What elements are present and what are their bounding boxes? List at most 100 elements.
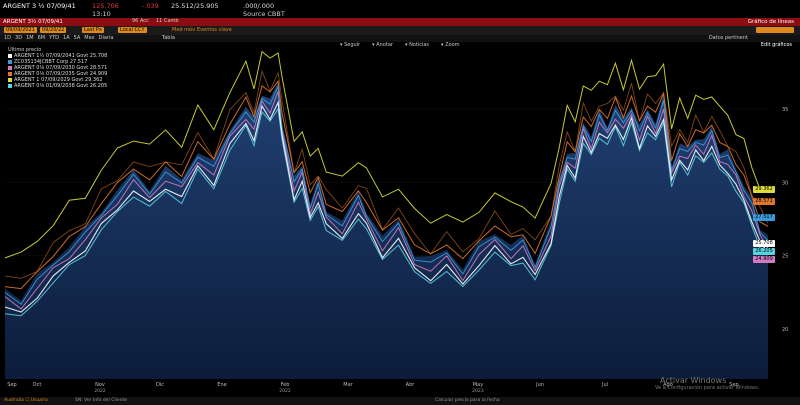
bid-ask-value: 25.512/25.905 xyxy=(171,2,219,10)
price-value: 125.706 xyxy=(92,2,119,10)
x-tick-label: Mar xyxy=(343,382,353,388)
table-button[interactable]: Tabla xyxy=(162,35,175,41)
y-tick-label: 25 xyxy=(782,254,788,260)
date-from-field[interactable]: 09/09/2021 xyxy=(4,27,37,33)
price-tag: 26.205 xyxy=(753,248,775,255)
last-price-select[interactable]: Last Px xyxy=(82,27,104,33)
function-toolbar: 09/09/2021 09/20/22 Last Px Local CCY Me… xyxy=(0,18,800,35)
series-line xyxy=(4,50,769,259)
acc-button[interactable]: 96 Acc xyxy=(132,18,149,24)
time-value: 13:10 xyxy=(92,10,111,18)
x-year-label: 2022 xyxy=(279,388,291,394)
right-orange-field[interactable] xyxy=(756,27,794,33)
camb-button[interactable]: 11 Camb xyxy=(156,18,179,24)
series-line xyxy=(4,69,769,279)
legend-label: ARGENT 1½ 07/09/2041 Govt 25.708 xyxy=(14,53,108,59)
chart-tool-buttons: ▾ Seguir ▾ Anotar ▾ Noticias ▾ Zoom xyxy=(340,42,460,49)
legend-swatch xyxy=(8,66,12,70)
header-left-label: ARGENT 3½ 07/09/41 xyxy=(3,19,63,25)
x-tick-label: Sep xyxy=(7,382,16,388)
legend-label: ARGENT 0⅛ 01/09/2038 Govt 26.205 xyxy=(14,83,108,89)
x-tick-label: Jun xyxy=(535,382,544,388)
status-left[interactable]: Australia ☐ Usuario xyxy=(4,398,48,403)
period-button-3[interactable]: 6M xyxy=(37,35,46,41)
x-tick-label: Dic xyxy=(156,382,164,388)
series-line xyxy=(4,107,769,317)
status-right[interactable]: Calcular precio para la fecha xyxy=(435,398,500,403)
legend-item[interactable]: ARGENT 1 07/09/2029 Govt 29.362 xyxy=(8,77,128,83)
windows-watermark-title: Activar Windows xyxy=(660,376,727,385)
windows-watermark-text: Ve a Configuración para activar Windows. xyxy=(655,385,760,391)
chart-tool-zoom[interactable]: ▾ Zoom xyxy=(441,42,460,48)
price-tag: 29.362 xyxy=(753,186,775,193)
legend-title: Último precio xyxy=(8,47,42,53)
chart-legend: Último precio ARGENT 1½ 07/09/2041 Govt … xyxy=(8,47,128,89)
price-chart[interactable]: Sep Oct Nov Dic Ene Feb Mar Abr May Jun Jul Ago Sep 2… xyxy=(0,49,800,397)
y-tick-label: 20 xyxy=(782,327,788,333)
series-line xyxy=(4,79,769,290)
security-header: ARGENT 3½ 07/09/41 Gráfico de líneas xyxy=(0,18,800,26)
price-tag: 28.571 xyxy=(753,198,775,205)
top-quote-bar: ARGENT 3 ½ 07/09/41 125.706 -.039 13:10 … xyxy=(0,0,800,18)
legend-item[interactable]: ZC035134JCBBT Corp 27.517 xyxy=(8,59,128,65)
chart-tools-bar: ▾ Seguir ▾ Anotar ▾ Noticias ▾ Zoom Edit gr… xyxy=(0,42,800,49)
legend-swatch xyxy=(8,72,12,76)
zero-value: .000/.000 xyxy=(243,2,275,10)
price-tag: 25.708 xyxy=(753,240,775,247)
period-button-5[interactable]: 1A xyxy=(63,35,70,41)
x-tick-label: Sep xyxy=(729,382,738,388)
price-tag: 27.517 xyxy=(753,214,775,221)
status-mid: SN: Ver Info del Cliente xyxy=(75,398,127,403)
period-button-0[interactable]: 1D xyxy=(4,35,12,41)
header-right-label: Gráfico de líneas xyxy=(747,19,794,25)
series-line xyxy=(4,84,769,305)
x-tick-label: Nov xyxy=(95,382,105,388)
legend-item[interactable]: ARGENT 1½ 07/09/2041 Govt 25.708 xyxy=(8,53,128,59)
x-tick-label: Ago xyxy=(663,382,673,388)
period-button-1[interactable]: 3D xyxy=(15,35,23,41)
legend-label: ZC035134JCBBT Corp 27.517 xyxy=(14,59,88,65)
x-tick-label: May xyxy=(473,382,483,388)
legend-label: ARGENT 0⅛ 07/09/2035 Govt 24.909 xyxy=(14,71,108,77)
price-tag: 24.909 xyxy=(753,256,775,263)
legend-item[interactable]: ARGENT 0⅛ 01/09/2038 Govt 26.205 xyxy=(8,83,128,89)
area-fill xyxy=(5,82,768,380)
x-year-label: 2022 xyxy=(94,388,106,394)
y-tick-label: 30 xyxy=(782,180,788,186)
chart-tool-noticias[interactable]: ▾ Noticias xyxy=(404,42,430,48)
x-tick-label: Ene xyxy=(217,382,226,388)
x-tick-label: Feb xyxy=(281,382,290,388)
y-tick-label: 35 xyxy=(782,107,788,113)
key-events-toggle[interactable]: Eventos clave xyxy=(197,27,232,33)
series-line xyxy=(4,91,769,310)
ticker-label[interactable]: ARGENT 3 ½ 07/09/41 xyxy=(3,2,76,10)
period-options: 1D 3D 1M 6M YTD 1A 5A Max Diaria Tabla Datos per… xyxy=(0,35,800,42)
period-button-6[interactable]: 5A xyxy=(73,35,81,41)
legend-label: ARGENT 0⅛ 07/09/2030 Govt 28.571 xyxy=(14,65,108,71)
period-button-2[interactable]: 1M xyxy=(26,35,34,41)
status-bar: Australia ☐ Usuario SN: Ver Info del Cli… xyxy=(0,397,800,405)
date-to-field[interactable]: 09/20/22 xyxy=(40,27,67,33)
change-value: -.039 xyxy=(142,2,159,10)
x-tick-label: Jul xyxy=(601,382,608,388)
local-ccy-select[interactable]: Local CCY xyxy=(118,27,147,33)
period-button-8[interactable]: Diaria xyxy=(98,35,114,41)
moving-average-toggle[interactable]: Med móv xyxy=(172,27,196,33)
x-tick-label: Oct xyxy=(33,382,42,388)
legend-item[interactable]: ARGENT 0⅛ 07/09/2030 Govt 28.571 xyxy=(8,65,128,71)
period-button-7[interactable]: Max xyxy=(84,35,95,41)
x-tick-label: Abr xyxy=(406,382,416,388)
chart-tool-anotar[interactable]: ▾ Anotar xyxy=(372,42,393,48)
legend-swatch xyxy=(8,54,12,58)
period-buttons: 1D 3D 1M 6M YTD 1A 5A Max Diaria xyxy=(4,35,113,42)
data-pertinent-button[interactable]: Datos pertinent xyxy=(708,35,748,41)
source-label: Source CBBT xyxy=(243,10,285,18)
legend-label: ARGENT 1 07/09/2029 Govt 29.362 xyxy=(14,77,103,83)
legend-swatch xyxy=(8,60,12,64)
legend-swatch xyxy=(8,78,12,82)
period-button-4[interactable]: YTD xyxy=(49,35,60,41)
legend-item[interactable]: ARGENT 0⅛ 07/09/2035 Govt 24.909 xyxy=(8,71,128,77)
chart-tool-seguir[interactable]: ▾ Seguir xyxy=(340,42,361,48)
legend-swatch xyxy=(8,84,12,88)
edit-charts-button[interactable]: Edit gráficos xyxy=(760,42,792,48)
